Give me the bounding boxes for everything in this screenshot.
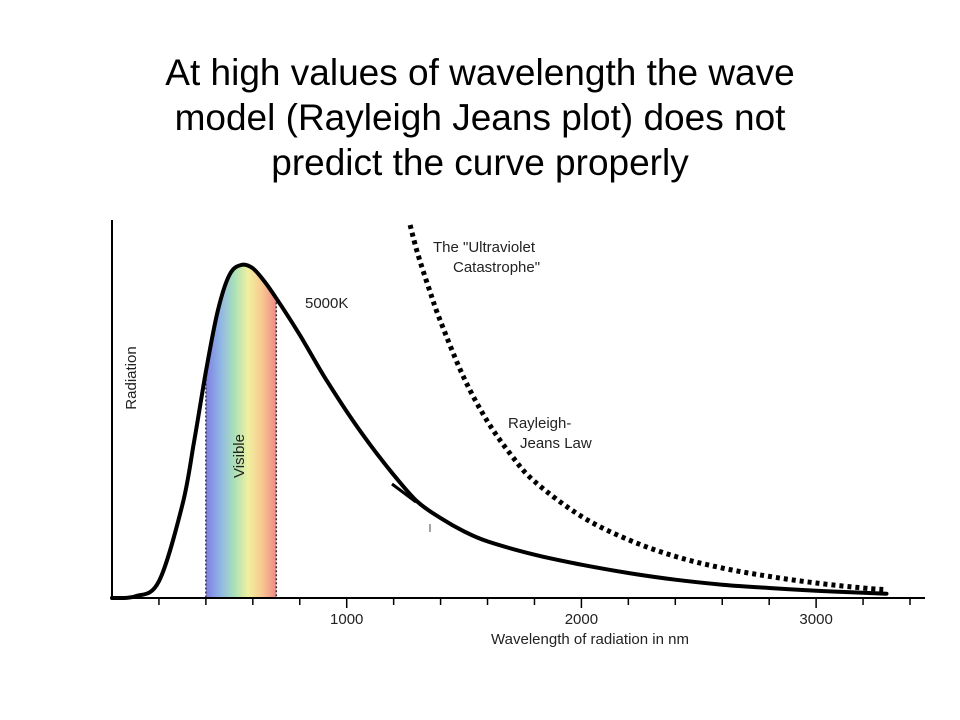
y-axis-label: Radiation (123, 346, 140, 409)
series-layer (110, 224, 889, 601)
x-axis-label: Wavelength of radiation in nm (491, 631, 689, 648)
x-tick-label: 1000 (330, 611, 363, 628)
label-ultraviolet-catastrophe: The "Ultraviolet Catastrophe" (433, 239, 540, 276)
slide-title: At high values of wavelength the wave mo… (60, 50, 900, 185)
label-5000k: 5000K (305, 295, 348, 312)
label-rayleigh-jeans-law: Rayleigh-Jeans Law (508, 415, 592, 452)
title-line-3: predict the curve properly (271, 142, 689, 183)
label-visible: Visible (231, 434, 248, 478)
series-rayleigh-jeans-curve (407, 224, 887, 593)
label-layer: 5000K The "Ultraviolet Catastrophe" Rayleig… (231, 239, 592, 478)
series-5000k-curve (110, 262, 889, 601)
title-line-1: At high values of wavelength the wave (165, 52, 795, 93)
title-line-2: model (Rayleigh Jeans plot) does not (174, 97, 786, 138)
x-tick-label: 3000 (799, 611, 832, 628)
x-tick-label: 2000 (565, 611, 598, 628)
axes-layer: 1000 2000 3000 Wavelength of radiation in n… (111, 220, 925, 648)
curve-marker (391, 482, 417, 504)
